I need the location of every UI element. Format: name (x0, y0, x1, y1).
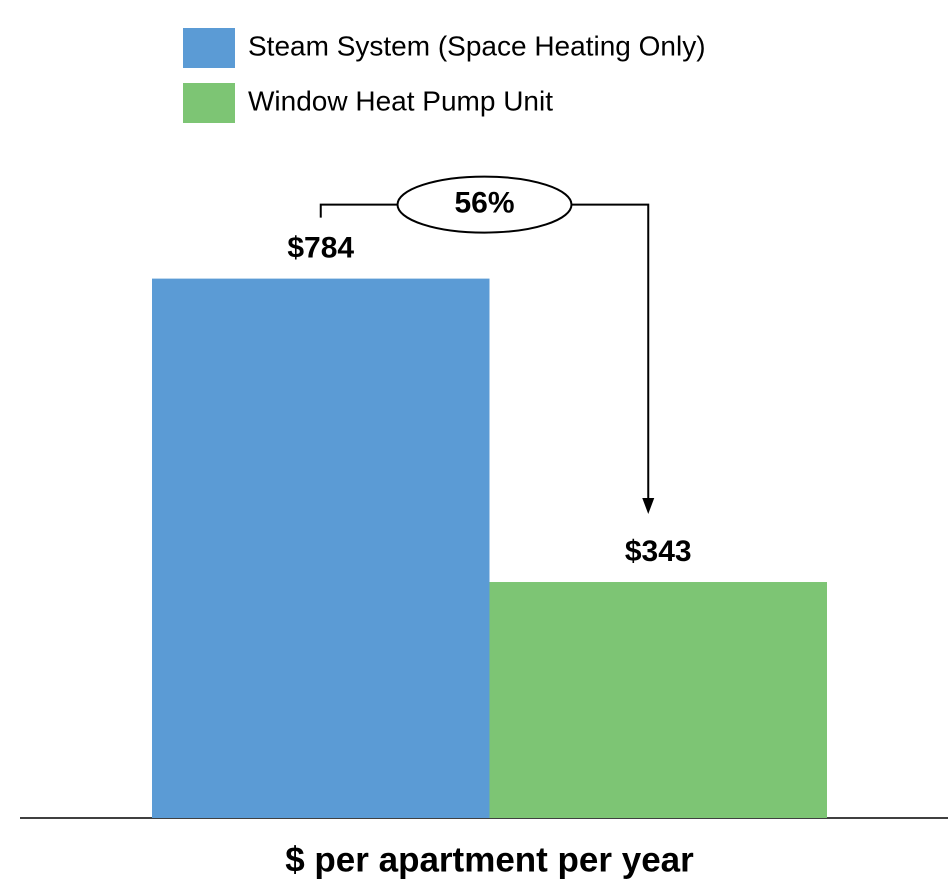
legend-label: Steam System (Space Heating Only) (248, 30, 706, 61)
value-label: $784 (287, 232, 354, 265)
annotation-text: 56% (454, 187, 514, 220)
legend-swatch (183, 28, 235, 68)
legend-label: Window Heat Pump Unit (248, 85, 553, 116)
bar (489, 582, 827, 818)
annotation-ellipse (396, 175, 573, 234)
bar (152, 278, 490, 818)
x-tick-label: $ per apartment per year (285, 840, 694, 879)
annotation-arrowhead (642, 498, 655, 515)
value-label: $343 (625, 535, 692, 568)
legend-swatch (183, 83, 235, 123)
